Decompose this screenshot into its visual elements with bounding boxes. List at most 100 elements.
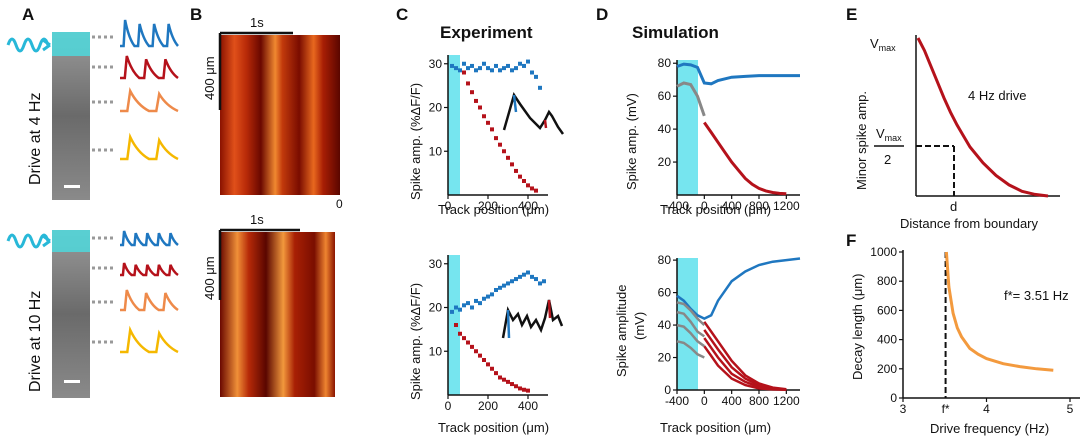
data-point [494,63,498,68]
x-tick-label: -400 [665,199,689,213]
y-axis-label: Decay length (μm) [850,274,865,380]
data-point [470,90,474,95]
y-tick-label: 80 [658,253,672,267]
panel-a-label: A [22,5,34,24]
panel-c-label: C [396,5,408,24]
data-point [506,63,510,68]
series-line [944,251,1054,372]
x-axis-label: Distance from boundary [900,216,1039,231]
x-tick-label: 200 [478,199,498,213]
x-tick-label: 400 [518,399,538,413]
data-point [474,298,478,303]
panel-f-plot: f*= 3.51 Hz Decay length (μm) Drive freq… [850,245,1080,436]
calcium-trace [120,325,179,354]
inset-trace [502,92,565,135]
data-point [486,294,490,299]
connector-lines [92,35,115,152]
x-tick-label: 400 [518,199,538,213]
half-vmax-numerator: Vmax [876,126,902,143]
x-tick-label: 0 [445,399,452,413]
panel-c-bottom-plot: Spike amp. (%ΔF/F) Track position (μm) 1… [408,255,564,435]
data-point [522,272,526,277]
space-scale-label: 400 μm [202,256,217,300]
cell-image [52,230,90,398]
data-point [490,68,494,73]
calcium-trace [120,230,179,247]
data-point [462,61,466,66]
data-point [466,340,470,345]
stimulation-region [448,55,460,195]
data-point [530,70,534,75]
x-axis-label: Track position (μm) [660,202,771,217]
connector-lines [92,236,115,344]
data-point [466,66,470,71]
series-line [916,37,1049,198]
drive-label-bottom: Drive at 10 Hz [27,291,44,392]
data-point [458,307,462,312]
x-tick-label: -400 [665,394,689,408]
y-tick-label: 20 [658,351,672,365]
calcium-trace [120,132,179,161]
data-point [534,188,538,193]
panel-d-bottom-plot: Spike amplitude (mV) Track position (μm)… [614,253,801,435]
data-point [458,68,462,73]
data-point [534,277,538,282]
series-line [676,301,706,327]
vmax-label: Vmax [870,36,896,53]
data-point [522,387,526,392]
data-point [530,274,534,279]
data-point [510,279,514,284]
stimulation-region [677,258,698,390]
data-point [490,366,494,371]
series-line [676,62,800,86]
y-tick-label: 0 [664,383,671,397]
data-point [498,375,502,380]
y-axis-label: Spike amp. (%ΔF/F) [408,283,423,400]
y-tick-label: 30 [429,57,443,71]
y-tick-label: 40 [658,318,672,332]
data-point [534,74,538,79]
data-point [490,127,494,132]
data-point [530,186,534,191]
data-point [466,81,470,86]
y-axis-label: Spike amplitude [614,285,629,378]
x-axis-label: Track position (μm) [438,420,549,435]
calcium-trace [120,55,179,80]
data-point [450,63,454,68]
scale-bar [64,185,80,188]
data-point [454,305,458,310]
series-line [676,81,706,117]
data-point [462,336,466,341]
y-tick-label: 10 [429,144,443,158]
x-tick-label: 0 [701,199,708,213]
data-point [470,63,474,68]
calcium-traces [120,230,179,354]
data-point [538,281,542,286]
x-axis-label: Track position (μm) [438,202,549,217]
data-point [502,283,506,288]
panel-d-label: D [596,5,608,24]
kymograph-top: 1s 400 μm 0 [202,15,343,211]
series-line [676,340,705,359]
data-point [474,68,478,73]
data-point [494,136,498,141]
data-point [494,371,498,376]
series-line [676,310,706,338]
y-axis-label: Minor spike amp. [854,91,869,190]
data-point [462,303,466,308]
fstar-annotation: f*= 3.51 Hz [1004,288,1069,303]
data-point [542,279,546,284]
x-axis-label: Drive frequency (Hz) [930,421,1049,436]
data-point [482,358,486,362]
time-scale-label: 1s [250,15,264,30]
data-point [482,61,486,66]
x-tick-label: 4 [983,402,990,416]
panel-b-label: B [190,5,202,24]
stimulation-region [52,32,90,56]
y-tick-label: 20 [429,301,443,315]
drive-wave-icon [6,37,50,53]
data-point [518,174,522,179]
x-tick-label: 3 [900,402,907,416]
inset-trace [501,299,564,339]
